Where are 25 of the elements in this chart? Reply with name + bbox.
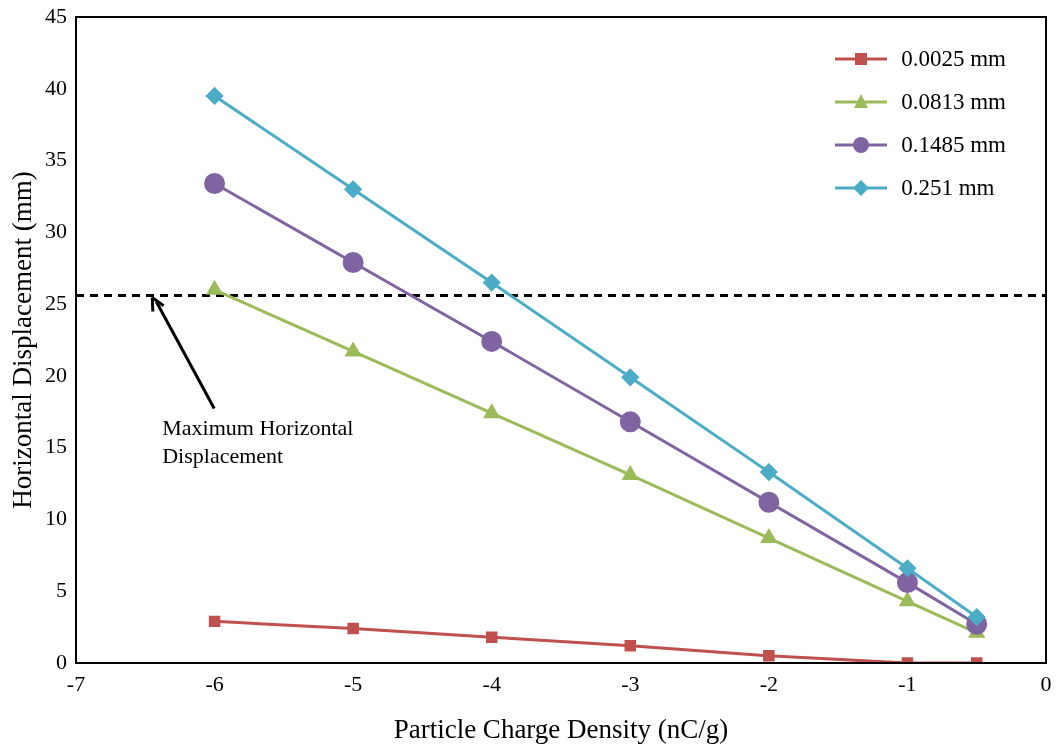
legend-label: 0.0025 mm (901, 45, 1006, 72)
y-tick-label: 30 (45, 218, 67, 244)
x-tick-label: 0 (1040, 670, 1052, 696)
x-tick-label: -3 (621, 670, 640, 696)
legend-label: 0.0813 mm (901, 88, 1006, 115)
y-tick-label: 5 (56, 577, 67, 602)
legend-label: 0.251 mm (901, 174, 995, 201)
annotation: Maximum Horizontal Displacement (162, 415, 354, 469)
y-tick-label: 0 (56, 648, 67, 674)
y-tick-label: 35 (45, 146, 67, 172)
y-tick-label: 40 (45, 74, 67, 100)
y-tick-label: 10 (45, 505, 67, 531)
y-tick-label: 45 (45, 2, 67, 28)
y-axis-title: Horizontal Displacement (mm) (7, 171, 38, 509)
x-tick-label: -7 (66, 670, 86, 696)
x-tick-label: -1 (898, 670, 917, 696)
x-axis-title: Particle Charge Density (nC/g) (393, 713, 729, 744)
y-tick-label: 20 (45, 361, 67, 387)
x-tick-label: -2 (759, 670, 779, 696)
legend-label: 0.1485 mm (901, 131, 1006, 158)
x-tick-label: -6 (205, 670, 224, 696)
y-tick-label: 25 (45, 289, 67, 315)
x-tick-label: -5 (343, 670, 363, 696)
x-tick-label: -4 (482, 670, 501, 696)
y-tick-label: 15 (45, 433, 67, 459)
